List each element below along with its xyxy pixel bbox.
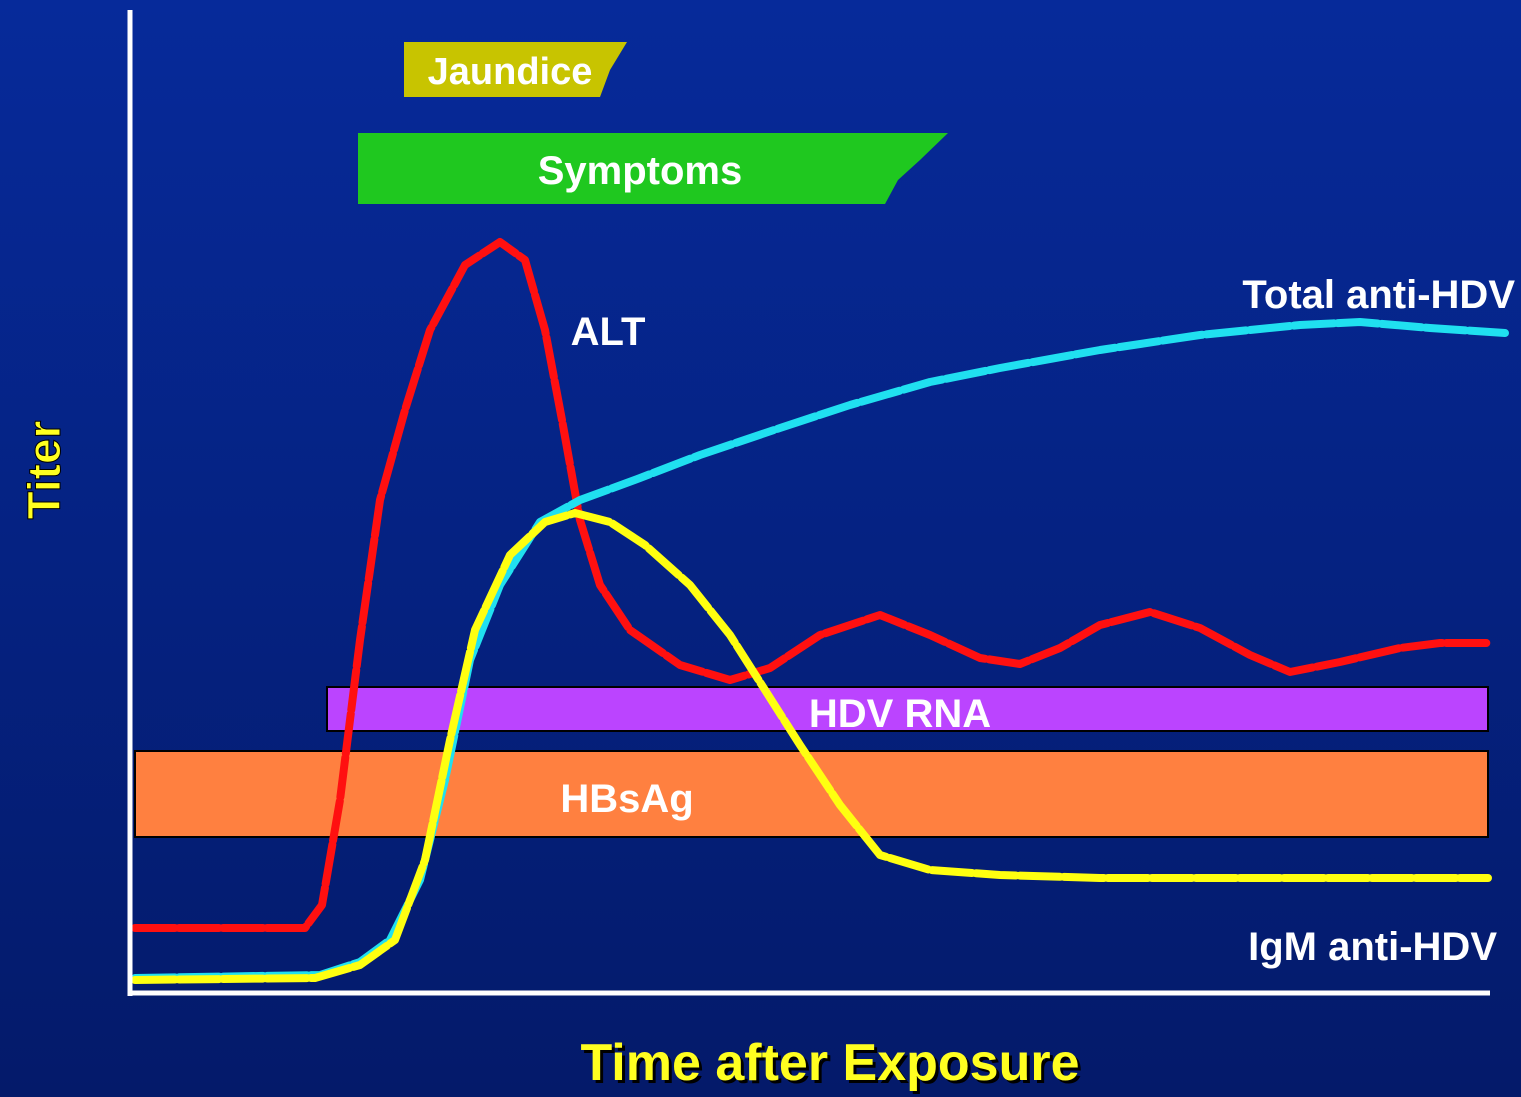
x-axis-title-shadow: Time after Exposure — [583, 1037, 1082, 1095]
y-axis-title: Titer — [18, 420, 70, 519]
hdv-rna-bar — [326, 686, 1489, 732]
alt-curve — [131, 238, 1492, 932]
jaundice-label: Jaundice — [428, 51, 593, 93]
alt-label: ALT — [571, 310, 646, 354]
jaundice-bar — [404, 42, 627, 97]
hdv-rna-label: HDV RNA — [809, 692, 991, 736]
igm-anti-hdv-curve — [131, 509, 1492, 984]
igm-anti-hdv-label: IgM anti-HDV — [1248, 925, 1497, 969]
symptoms-label: Symptoms — [538, 149, 743, 193]
hbsag-label: HBsAg — [560, 777, 693, 821]
x-axis-title: Time after Exposure — [580, 1034, 1079, 1092]
symptoms-bar — [358, 133, 948, 204]
total-anti-hdv-label: Total anti-HDV — [1242, 273, 1515, 317]
